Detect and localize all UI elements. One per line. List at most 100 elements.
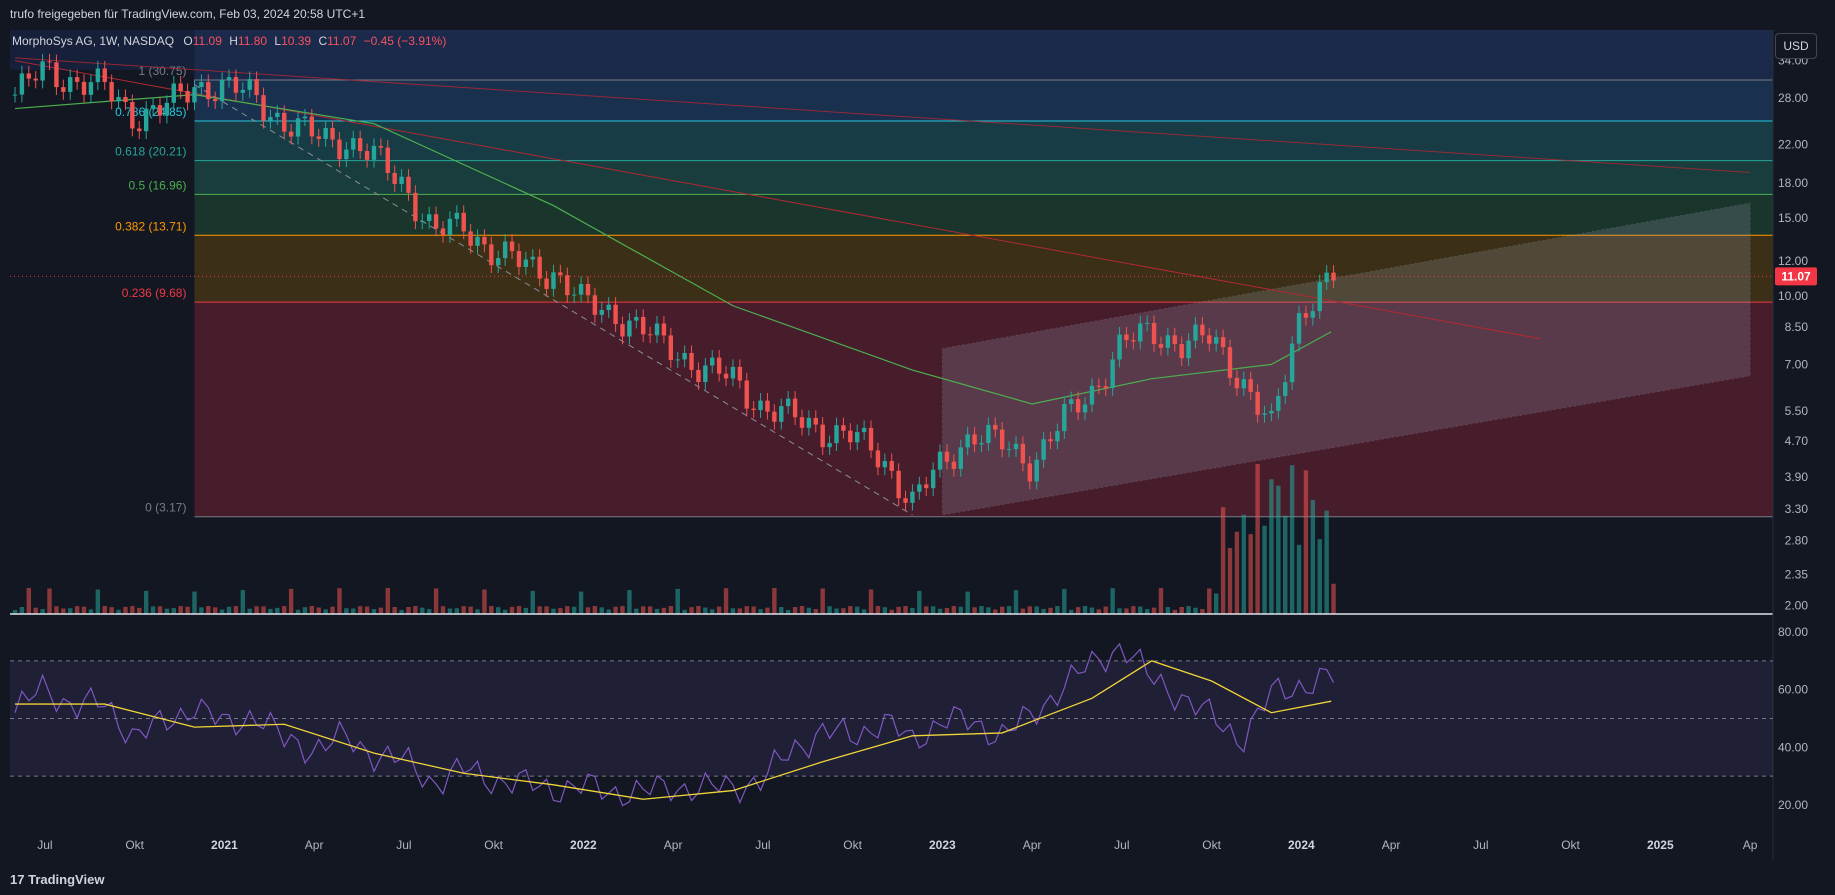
candle-body: [330, 127, 335, 140]
candle-body: [813, 417, 818, 425]
volume-bar: [337, 588, 342, 614]
close-value: 11.07: [327, 34, 357, 48]
currency-button[interactable]: USD: [1775, 33, 1817, 59]
symbol-legend: MorphoSys AG, 1W, NASDAQ O11.09 H11.80 L…: [12, 34, 446, 48]
candle-body: [1062, 403, 1067, 432]
candle-body: [834, 425, 839, 444]
volume-bar: [1283, 515, 1288, 614]
volume-bar: [813, 609, 818, 614]
time-tick-label: Okt: [843, 838, 862, 852]
fib-zone-top: [194, 30, 1774, 80]
volume-bar: [841, 608, 846, 614]
volume-bar: [792, 606, 798, 614]
high-value: 11.80: [237, 34, 268, 48]
time-tick-label: 2022: [570, 838, 597, 852]
volume-bar: [1020, 608, 1026, 614]
candle-body: [47, 61, 52, 63]
volume-bar: [1207, 588, 1212, 614]
candle-body: [288, 131, 294, 137]
candle-body: [1131, 340, 1136, 342]
candle-body: [972, 434, 977, 445]
last-price-badge-text: 11.07: [1781, 269, 1811, 283]
tradingview-logo[interactable]: 17 TradingView: [10, 872, 104, 887]
volume-bar: [1241, 514, 1247, 614]
volume-bar: [1262, 525, 1267, 614]
candle-body: [378, 145, 384, 148]
candle-body: [1283, 382, 1288, 396]
candle-body: [1027, 463, 1032, 482]
candle-body: [254, 79, 259, 96]
candle-body: [226, 77, 232, 80]
volume-bar: [199, 607, 204, 614]
volume-bar: [986, 607, 991, 614]
volume-bar: [682, 609, 687, 614]
share-caption: trufo freigegeben für TradingView.com, F…: [10, 7, 365, 21]
high-label: H: [229, 34, 238, 48]
candle-body: [861, 427, 867, 433]
candle-body: [482, 236, 487, 245]
candle-body: [240, 89, 246, 93]
rsi-tick-label: 60.00: [1778, 683, 1808, 697]
candle-body: [427, 214, 432, 221]
price-axis[interactable]: 34.0028.0022.0018.0015.0012.0010.008.507…: [10, 30, 1817, 860]
volume-bar: [1055, 606, 1060, 614]
volume-bar: [751, 606, 756, 614]
volume-bar: [999, 606, 1005, 614]
time-tick-label: Ap: [1743, 838, 1758, 852]
volume-bar: [758, 609, 763, 614]
volume-bar: [689, 607, 694, 614]
candle-body: [999, 429, 1005, 450]
volume-bar: [226, 606, 232, 614]
volume-bar: [130, 606, 135, 614]
volume-bar: [647, 606, 653, 614]
volume-bar: [157, 606, 163, 614]
candle-body: [806, 417, 812, 428]
volume-bar: [1089, 607, 1095, 614]
volume-bar: [1193, 607, 1198, 614]
candle-body: [192, 87, 197, 103]
volume-bar: [785, 609, 791, 614]
candle-body: [81, 81, 87, 95]
candle-body: [1089, 385, 1095, 405]
candle-body: [696, 369, 701, 383]
candle-body: [993, 424, 998, 430]
volume-bar: [1269, 479, 1274, 614]
volume-bar: [19, 607, 25, 614]
candle-body: [889, 461, 894, 471]
time-axis[interactable]: Jul Okt 2021 Apr Jul Okt 2022 Apr Jul Okt 2023 Apr J…: [37, 838, 1757, 852]
time-tick-label: 2024: [1288, 838, 1315, 852]
candle-body: [392, 172, 397, 184]
candle-body: [61, 87, 66, 92]
volume-bar: [351, 608, 356, 614]
time-tick-label: Apr: [664, 838, 683, 852]
candle-body: [212, 99, 218, 102]
volume-bar: [489, 606, 494, 614]
fib-retracement[interactable]: 1 (30.75)0.786 (24.85)0.618 (20.21)0.5 (…: [10, 30, 1774, 518]
rsi-pane[interactable]: 80.00 60.00 40.00 20.00: [10, 625, 1808, 812]
candle-body: [1241, 379, 1247, 389]
volume-bar: [1296, 544, 1302, 614]
volume-bar: [454, 608, 460, 614]
candle-body: [896, 470, 901, 499]
candle-body: [1262, 413, 1267, 415]
tradingview-icon: 17: [10, 872, 25, 887]
candle-body: [489, 244, 494, 266]
candle-body: [413, 192, 418, 222]
candle-body: [275, 112, 280, 118]
volume-bar: [1324, 510, 1329, 614]
candle-body: [841, 425, 846, 431]
price-tick-label: 15.00: [1778, 211, 1808, 225]
candle-body: [1207, 335, 1212, 344]
candle-body: [924, 484, 929, 489]
top-bar: trufo freigegeben für TradingView.com, F…: [0, 0, 1835, 28]
volume-bar: [937, 608, 943, 614]
volume-bar: [1103, 606, 1108, 614]
volume-bar: [1006, 606, 1012, 614]
candle-body: [986, 424, 991, 444]
volume-bar: [1131, 606, 1136, 614]
candle-body: [910, 491, 915, 503]
candle-body: [634, 316, 639, 321]
candle-body: [399, 176, 404, 184]
candle-body: [592, 295, 598, 315]
